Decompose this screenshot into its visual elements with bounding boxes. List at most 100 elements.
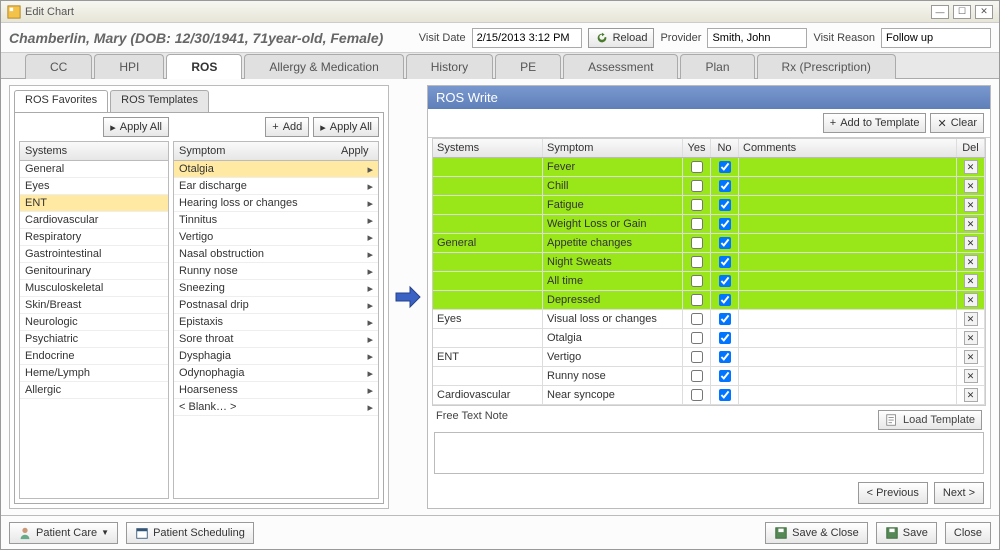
maximize-button[interactable]: ☐ xyxy=(953,5,971,19)
tab-history[interactable]: History xyxy=(406,54,493,79)
yes-checkbox[interactable] xyxy=(691,237,703,249)
ros-grid-row[interactable]: Runny nose✕ xyxy=(433,367,985,386)
subtab-ros-templates[interactable]: ROS Templates xyxy=(110,90,209,112)
save-button[interactable]: Save xyxy=(876,522,937,544)
system-row[interactable]: Allergic xyxy=(20,382,168,399)
ros-grid-row[interactable]: CardiovascularNear syncope✕ xyxy=(433,386,985,405)
system-row[interactable]: Heme/Lymph xyxy=(20,365,168,382)
symptom-row[interactable]: Hoarseness▸ xyxy=(174,382,378,399)
delete-row-button[interactable]: ✕ xyxy=(964,179,978,193)
delete-row-button[interactable]: ✕ xyxy=(964,274,978,288)
add-to-template-button[interactable]: + Add to Template xyxy=(823,113,927,133)
symptom-row[interactable]: Sneezing▸ xyxy=(174,280,378,297)
tab-assessment[interactable]: Assessment xyxy=(563,54,678,79)
system-row[interactable]: Genitourinary xyxy=(20,263,168,280)
no-checkbox[interactable] xyxy=(719,218,731,230)
system-row[interactable]: Gastrointestinal xyxy=(20,246,168,263)
system-row[interactable]: Eyes xyxy=(20,178,168,195)
delete-row-button[interactable]: ✕ xyxy=(964,236,978,250)
no-checkbox[interactable] xyxy=(719,389,731,401)
system-row[interactable]: Cardiovascular xyxy=(20,212,168,229)
yes-checkbox[interactable] xyxy=(691,161,703,173)
systems-listbox[interactable]: Systems GeneralEyesENTCardiovascularResp… xyxy=(19,141,169,499)
tab-cc[interactable]: CC xyxy=(25,54,92,79)
apply-arrow-icon[interactable]: ▸ xyxy=(361,214,373,227)
tab-rx-prescription-[interactable]: Rx (Prescription) xyxy=(757,54,896,79)
no-checkbox[interactable] xyxy=(719,180,731,192)
system-row[interactable]: Skin/Breast xyxy=(20,297,168,314)
tab-plan[interactable]: Plan xyxy=(680,54,754,79)
yes-checkbox[interactable] xyxy=(691,294,703,306)
symptom-row[interactable]: Sore throat▸ xyxy=(174,331,378,348)
clear-button[interactable]: ✕ Clear xyxy=(930,113,984,133)
apply-arrow-icon[interactable]: ▸ xyxy=(361,299,373,312)
visit-reason-input[interactable] xyxy=(881,28,991,48)
yes-checkbox[interactable] xyxy=(691,256,703,268)
symptom-row[interactable]: Tinnitus▸ xyxy=(174,212,378,229)
ros-grid-row[interactable]: Otalgia✕ xyxy=(433,329,985,348)
ros-grid-row[interactable]: Chill✕ xyxy=(433,177,985,196)
symptom-row[interactable]: Hearing loss or changes▸ xyxy=(174,195,378,212)
ros-grid-row[interactable]: Fever✕ xyxy=(433,158,985,177)
apply-arrow-icon[interactable]: ▸ xyxy=(361,265,373,278)
add-symptom-button[interactable]: + Add xyxy=(265,117,309,137)
apply-arrow-icon[interactable]: ▸ xyxy=(361,180,373,193)
system-row[interactable]: Respiratory xyxy=(20,229,168,246)
free-text-area[interactable] xyxy=(434,432,984,474)
yes-checkbox[interactable] xyxy=(691,370,703,382)
apply-all-symptoms-button[interactable]: ▸ Apply All xyxy=(313,117,379,137)
visit-date-input[interactable] xyxy=(472,28,582,48)
tab-pe[interactable]: PE xyxy=(495,54,561,79)
footer-close-button[interactable]: Close xyxy=(945,522,991,544)
yes-checkbox[interactable] xyxy=(691,218,703,230)
ros-grid-row[interactable]: Night Sweats✕ xyxy=(433,253,985,272)
next-button[interactable]: Next > xyxy=(934,482,984,504)
symptoms-listbox[interactable]: Symptom Apply Otalgia▸Ear discharge▸Hear… xyxy=(173,141,379,499)
provider-input[interactable] xyxy=(707,28,807,48)
save-and-close-button[interactable]: Save & Close xyxy=(765,522,868,544)
symptom-row[interactable]: Dysphagia▸ xyxy=(174,348,378,365)
no-checkbox[interactable] xyxy=(719,351,731,363)
apply-arrow-icon[interactable]: ▸ xyxy=(361,231,373,244)
delete-row-button[interactable]: ✕ xyxy=(964,312,978,326)
tab-allergy-medication[interactable]: Allergy & Medication xyxy=(244,54,403,79)
ros-grid-row[interactable]: Depressed✕ xyxy=(433,291,985,310)
ros-grid-row[interactable]: EyesVisual loss or changes✕ xyxy=(433,310,985,329)
system-row[interactable]: General xyxy=(20,161,168,178)
tab-ros[interactable]: ROS xyxy=(166,54,242,79)
apply-all-systems-button[interactable]: ▸ Apply All xyxy=(103,117,169,137)
subtab-ros-favorites[interactable]: ROS Favorites xyxy=(14,90,108,112)
symptom-row[interactable]: Odynophagia▸ xyxy=(174,365,378,382)
minimize-button[interactable]: — xyxy=(931,5,949,19)
delete-row-button[interactable]: ✕ xyxy=(964,293,978,307)
apply-arrow-icon[interactable]: ▸ xyxy=(361,316,373,329)
no-checkbox[interactable] xyxy=(719,275,731,287)
delete-row-button[interactable]: ✕ xyxy=(964,160,978,174)
system-row[interactable]: Endocrine xyxy=(20,348,168,365)
delete-row-button[interactable]: ✕ xyxy=(964,217,978,231)
ros-grid-row[interactable]: Fatigue✕ xyxy=(433,196,985,215)
no-checkbox[interactable] xyxy=(719,256,731,268)
no-checkbox[interactable] xyxy=(719,199,731,211)
apply-arrow-icon[interactable]: ▸ xyxy=(361,163,373,176)
ros-grid-row[interactable]: Weight Loss or Gain✕ xyxy=(433,215,985,234)
yes-checkbox[interactable] xyxy=(691,199,703,211)
symptom-row[interactable]: Ear discharge▸ xyxy=(174,178,378,195)
system-row[interactable]: Psychiatric xyxy=(20,331,168,348)
load-template-button[interactable]: Load Template xyxy=(878,410,982,430)
system-row[interactable]: Neurologic xyxy=(20,314,168,331)
system-row[interactable]: ENT xyxy=(20,195,168,212)
symptom-row[interactable]: Postnasal drip▸ xyxy=(174,297,378,314)
no-checkbox[interactable] xyxy=(719,332,731,344)
apply-arrow-icon[interactable]: ▸ xyxy=(361,197,373,210)
ros-grid-row[interactable]: All time✕ xyxy=(433,272,985,291)
symptom-row[interactable]: < Blank… >▸ xyxy=(174,399,378,416)
apply-arrow-icon[interactable]: ▸ xyxy=(361,367,373,380)
ros-write-grid[interactable]: Systems Symptom Yes No Comments Del Feve… xyxy=(432,138,986,406)
ros-grid-row[interactable]: ENTVertigo✕ xyxy=(433,348,985,367)
previous-button[interactable]: < Previous xyxy=(858,482,928,504)
delete-row-button[interactable]: ✕ xyxy=(964,369,978,383)
delete-row-button[interactable]: ✕ xyxy=(964,255,978,269)
apply-arrow-icon[interactable]: ▸ xyxy=(361,282,373,295)
yes-checkbox[interactable] xyxy=(691,332,703,344)
